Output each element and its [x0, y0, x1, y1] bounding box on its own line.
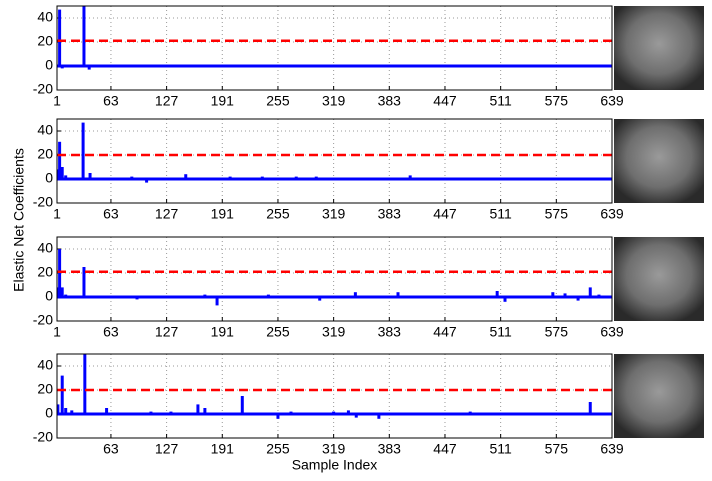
x-tick-label: 255: [266, 441, 290, 457]
x-tick-label: 447: [433, 93, 457, 109]
y-tick-label: 20: [37, 264, 53, 280]
x-tick-label: 127: [155, 324, 179, 340]
face-image: [614, 237, 704, 321]
face-image: [614, 6, 704, 90]
x-tick-label: 639: [600, 206, 624, 222]
x-tick-label: 191: [211, 324, 235, 340]
x-tick-label: 319: [322, 441, 346, 457]
x-tick-label: 447: [433, 324, 457, 340]
x-tick-label: 383: [378, 441, 402, 457]
x-tick-label: 191: [211, 93, 235, 109]
y-tick-label: 0: [45, 57, 53, 73]
x-tick-label: 511: [489, 93, 512, 109]
plot-area: [57, 354, 612, 419]
plot-area: [57, 249, 612, 306]
x-tick-label: 511: [489, 206, 512, 222]
x-tick-label: 575: [545, 324, 569, 340]
x-tick-label: 1: [53, 93, 61, 109]
x-tick-label: 383: [378, 93, 402, 109]
y-tick-label: 20: [37, 146, 53, 162]
y-tick-label: 40: [37, 357, 53, 373]
x-tick-label: 639: [600, 93, 624, 109]
x-tick-label: 255: [266, 206, 290, 222]
x-tick-label: 127: [155, 441, 179, 457]
x-tick-label: 447: [433, 206, 457, 222]
y-tick-label: 40: [37, 240, 53, 256]
y-tick-label: 20: [37, 33, 53, 49]
x-tick-label: 575: [545, 93, 569, 109]
axes-box: [56, 5, 613, 91]
x-tick-label: 447: [433, 441, 457, 457]
y-tick-label: 20: [37, 381, 53, 397]
y-tick-label: 40: [37, 122, 53, 138]
x-tick-label: 63: [103, 93, 119, 109]
x-tick-label: 127: [155, 206, 179, 222]
x-tick-label: 1: [53, 324, 61, 340]
face-images: [614, 6, 704, 438]
x-tick-label: 255: [266, 324, 290, 340]
x-tick-label: 63: [103, 324, 119, 340]
x-tick-label: 319: [322, 324, 346, 340]
axes-box: [56, 353, 613, 439]
y-tick-label: -20: [33, 194, 53, 210]
axes-box: [56, 236, 613, 322]
x-tick-label: 127: [155, 93, 179, 109]
x-tick-label: 63: [103, 441, 119, 457]
x-tick-label: 255: [266, 93, 290, 109]
x-tick-label: 575: [545, 441, 569, 457]
x-tick-label: 191: [211, 206, 235, 222]
y-tick-label: -20: [33, 312, 53, 328]
subplot: -20 0 20 40 1 63 127 191 255 319 383 447 511 575 639 El…: [11, 118, 624, 292]
x-tick-label: 639: [600, 441, 624, 457]
subplot: -20 0 20 40 1 63 127 191 255 319 383 447 511 575 639: [33, 236, 624, 340]
x-tick-label: 191: [211, 441, 235, 457]
subplot: -20 0 20 40 63 127 191 255 319 383 447 511 575 639 Sam…: [33, 353, 624, 473]
plot-area: [57, 6, 612, 70]
x-tick-label: 639: [600, 324, 624, 340]
x-tick-label: 1: [53, 206, 61, 222]
x-tick-label: 511: [489, 441, 512, 457]
y-tick-label: -20: [33, 429, 53, 445]
y-tick-label: 40: [37, 9, 53, 25]
y-tick-label: 0: [45, 170, 53, 186]
face-image: [614, 354, 704, 438]
x-tick-label: 319: [322, 93, 346, 109]
y-tick-label: 0: [45, 288, 53, 304]
subplot: -20 0 20 40 1 63 127 191 255 319 383 447 511 575 639: [33, 5, 624, 109]
x-tick-label: 575: [545, 206, 569, 222]
y-axis-label: Elastic Net Coefficients: [11, 148, 27, 292]
y-tick-label: -20: [33, 81, 53, 97]
x-tick-label: 511: [489, 324, 512, 340]
x-tick-label: 383: [378, 206, 402, 222]
x-tick-label: 63: [103, 206, 119, 222]
y-tick-label: 0: [45, 405, 53, 421]
face-image: [614, 119, 704, 203]
axes-box: [56, 118, 613, 204]
plot-area: [57, 122, 612, 183]
x-tick-label: 319: [322, 206, 346, 222]
x-axis-label: Sample Index: [292, 457, 378, 473]
x-tick-label: 383: [378, 324, 402, 340]
